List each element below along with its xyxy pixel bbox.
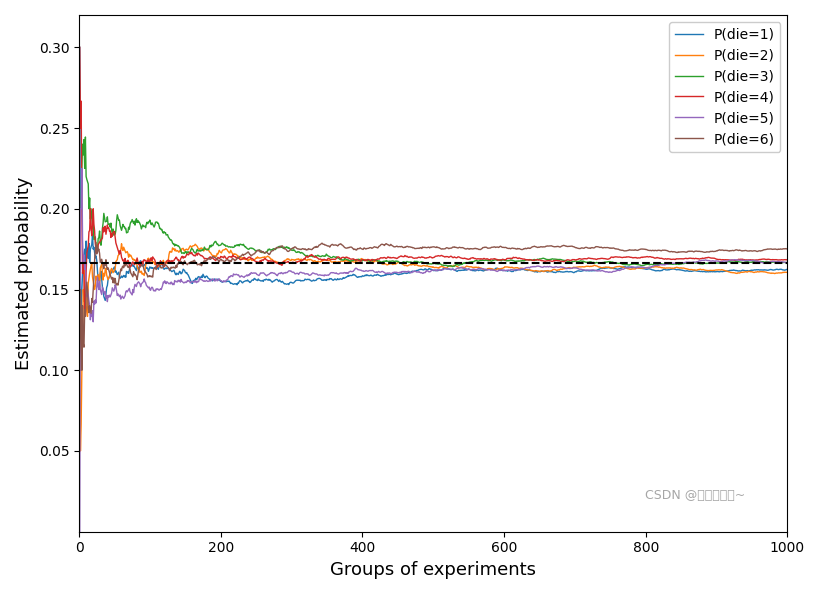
P(die=3): [562, 258, 572, 265]
Line: P(die=4): P(die=4): [79, 48, 786, 317]
P(die=4): [781, 257, 791, 264]
P(die=5): [361, 267, 371, 274]
Legend: P(die=1), P(die=2), P(die=3), P(die=4), P(die=5), P(die=6): P(die=1), P(die=2), P(die=3), P(die=4), …: [668, 22, 780, 152]
P(die=2): [781, 269, 791, 276]
P(die=5): [387, 270, 396, 277]
P(die=4): [75, 44, 84, 51]
P(die=2): [387, 261, 397, 268]
P(die=3): [361, 257, 371, 264]
P(die=2): [627, 266, 637, 273]
P(die=3): [80, 134, 90, 141]
P(die=2): [148, 259, 158, 266]
P(die=4): [627, 254, 636, 261]
P(die=1): [147, 264, 157, 271]
P(die=5): [561, 265, 571, 272]
P(die=4): [361, 257, 371, 264]
P(die=6): [640, 246, 649, 253]
P(die=5): [75, 528, 84, 535]
P(die=1): [627, 264, 636, 271]
P(die=5): [640, 264, 649, 271]
Line: P(die=5): P(die=5): [79, 169, 786, 532]
P(die=5): [147, 285, 157, 292]
P(die=5): [77, 165, 87, 172]
P(die=3): [640, 261, 650, 268]
P(die=6): [75, 366, 84, 374]
P(die=5): [627, 263, 636, 270]
P(die=4): [640, 254, 649, 261]
P(die=6): [781, 245, 791, 252]
P(die=3): [147, 221, 157, 228]
P(die=6): [361, 245, 371, 252]
P(die=1): [76, 313, 86, 320]
P(die=2): [75, 366, 84, 374]
P(die=4): [80, 313, 90, 320]
Line: P(die=1): P(die=1): [79, 48, 786, 317]
Line: P(die=3): P(die=3): [79, 137, 786, 267]
P(die=1): [361, 271, 371, 279]
P(die=2): [640, 264, 650, 271]
X-axis label: Groups of experiments: Groups of experiments: [330, 561, 536, 579]
P(die=4): [561, 257, 571, 264]
P(die=2): [75, 447, 85, 454]
P(die=3): [75, 205, 84, 212]
P(die=6): [627, 247, 636, 254]
P(die=3): [387, 257, 396, 264]
P(die=3): [447, 263, 457, 270]
P(die=6): [147, 273, 157, 280]
P(die=3): [781, 260, 791, 267]
P(die=2): [562, 264, 572, 271]
P(die=6): [561, 242, 571, 249]
P(die=4): [387, 254, 396, 261]
P(die=1): [561, 268, 571, 275]
P(die=3): [627, 261, 637, 268]
P(die=1): [75, 44, 84, 51]
Line: P(die=6): P(die=6): [79, 242, 786, 370]
Y-axis label: Estimated probability: Estimated probability: [15, 176, 33, 370]
P(die=1): [781, 266, 791, 273]
P(die=2): [116, 240, 126, 247]
P(die=4): [147, 253, 157, 260]
Text: CSDN @当个老六儿~: CSDN @当个老六儿~: [645, 489, 744, 502]
P(die=2): [362, 258, 372, 265]
P(die=5): [781, 259, 791, 266]
P(die=6): [91, 239, 101, 246]
P(die=6): [387, 242, 396, 249]
P(die=1): [640, 266, 649, 273]
Line: P(die=2): P(die=2): [79, 244, 786, 451]
P(die=1): [387, 271, 396, 278]
